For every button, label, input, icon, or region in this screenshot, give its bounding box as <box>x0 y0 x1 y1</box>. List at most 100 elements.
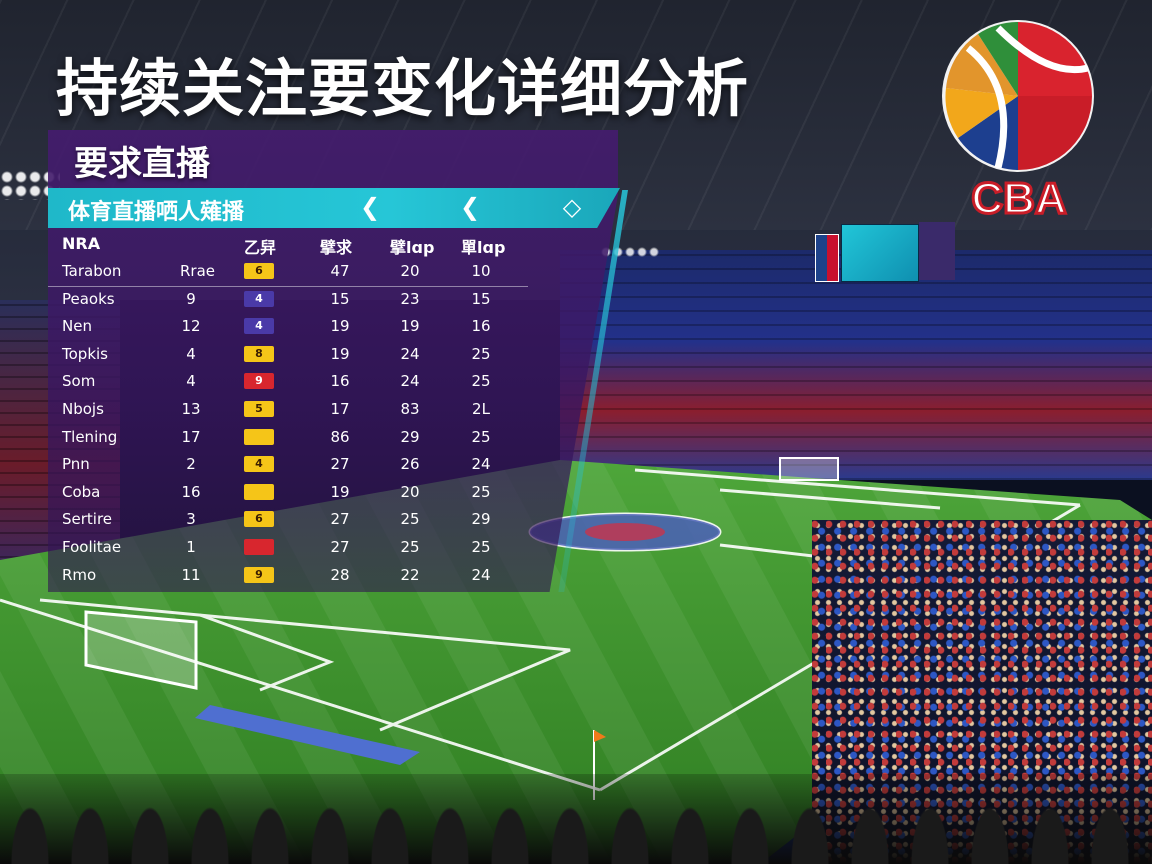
cell-col-5: 25 <box>471 427 491 446</box>
cell-col-1: 9 <box>186 289 196 308</box>
status-badge: 4 <box>244 318 274 335</box>
cell-col-1: Rrae <box>180 262 216 280</box>
diamond-icon[interactable]: ◇ <box>562 193 582 221</box>
cell-col-5: 25 <box>471 344 491 363</box>
table-row[interactable]: Som 4 9 16 24 25 <box>48 368 528 396</box>
page-title: 持续关注要变化详细分析 <box>56 52 750 125</box>
status-badge: 8 <box>244 345 274 362</box>
cell-col-5: 15 <box>471 289 491 308</box>
table-row[interactable]: Peaoks 9 4 15 23 15 <box>48 286 528 314</box>
goal-far <box>779 457 839 481</box>
team-name: Tlening <box>62 427 118 446</box>
cell-col-1: 3 <box>186 510 196 529</box>
cell-col-1: 13 <box>181 400 201 418</box>
cell-col-1: 17 <box>181 427 201 446</box>
cell-col-1: 4 <box>186 344 196 363</box>
cell-col-5: 24 <box>471 565 491 584</box>
cell-col-3: 86 <box>330 427 350 446</box>
panel-heading: 要求直播 <box>74 144 210 184</box>
table-header: NRA 乙舁 擘求 擘lɑp 單lɑp <box>48 230 528 258</box>
table-row[interactable]: Topkis 4 8 19 24 25 <box>48 341 528 369</box>
table-row[interactable]: Nen 12 4 19 19 16 <box>48 313 528 341</box>
cell-col-5: 25 <box>471 372 491 391</box>
team-name: Foolitae <box>62 538 122 556</box>
table-row[interactable]: Rmo 11 9 28 22 24 <box>48 562 528 590</box>
table-row[interactable]: Pnn 2 4 27 26 24 <box>48 451 528 479</box>
table-row[interactable]: Tarabon Rrae 6 47 20 10 <box>48 258 528 287</box>
chevron-left-icon[interactable]: ❮ <box>459 193 481 221</box>
cell-col-4: 20 <box>400 262 420 280</box>
cell-col-3: 27 <box>330 455 350 474</box>
advertising-board <box>195 705 420 765</box>
team-name: Coba <box>62 482 101 501</box>
cell-col-4: 24 <box>400 372 420 391</box>
cell-col-5: 29 <box>471 510 491 529</box>
cell-col-5: 16 <box>471 317 491 336</box>
cell-col-1: 12 <box>181 317 201 336</box>
table-row[interactable]: Foolitae 1 27 25 25 <box>48 534 528 562</box>
status-badge: 6 <box>244 511 274 528</box>
header-col-3: 擘求 <box>320 238 353 257</box>
cell-col-1: 11 <box>181 565 201 584</box>
chevron-left-icon[interactable]: ❮ <box>359 193 381 221</box>
cell-col-3: 47 <box>330 262 350 280</box>
status-badge <box>244 483 274 500</box>
status-badge <box>244 428 274 445</box>
stands-far <box>560 250 1152 480</box>
cell-col-3: 19 <box>330 344 350 363</box>
cell-col-3: 28 <box>330 565 350 584</box>
header-col-5: 單lɑp <box>461 238 506 257</box>
status-badge: 5 <box>244 401 274 417</box>
cell-col-5: 24 <box>471 455 491 474</box>
status-badge <box>244 539 274 555</box>
status-badge: 9 <box>244 373 274 390</box>
cell-col-1: 1 <box>186 538 196 556</box>
scoreboard-side-panel <box>919 222 955 280</box>
table-row[interactable]: Nbojs 13 5 17 83 2L <box>48 396 528 424</box>
cell-col-1: 16 <box>181 482 201 501</box>
standings-panel: 要求直播 体育直播哂人薙播 ❮ ❮ ◇ NRA 乙舁 擘求 擘lɑp 單lɑp … <box>48 130 628 592</box>
cell-col-1: 4 <box>186 372 196 391</box>
cell-col-5: 25 <box>471 538 491 556</box>
header-team: NRA <box>62 234 101 253</box>
cell-col-5: 2L <box>472 400 490 418</box>
header-col-2: 乙舁 <box>244 238 277 257</box>
cell-col-3: 15 <box>330 289 350 308</box>
cell-col-1: 2 <box>186 455 196 474</box>
cell-col-3: 27 <box>330 510 350 529</box>
goal-near <box>84 610 198 690</box>
cell-col-3: 17 <box>330 400 350 418</box>
team-name: Nbojs <box>62 400 104 418</box>
team-name: Tarabon <box>62 262 122 280</box>
status-badge: 4 <box>244 456 274 473</box>
subbar-label: 体育直播哂人薙播 <box>68 200 245 225</box>
scoreboard-screen <box>841 224 919 282</box>
cba-logo: CBA <box>938 18 1100 225</box>
team-name: Topkis <box>62 344 108 363</box>
nba-logo-icon <box>815 234 839 282</box>
status-badge: 6 <box>244 263 274 279</box>
cell-col-4: 23 <box>400 289 420 308</box>
status-badge: 9 <box>244 566 274 583</box>
stadium-scoreboard <box>815 222 955 282</box>
cell-col-3: 19 <box>330 482 350 501</box>
cell-col-4: 22 <box>400 565 420 584</box>
table-row[interactable]: Tlening 17 86 29 25 <box>48 424 528 452</box>
team-name: Nen <box>62 317 92 336</box>
team-name: Peaoks <box>62 289 115 308</box>
team-name: Rmo <box>62 565 97 584</box>
cba-basketball-logo: CBA <box>942 20 1094 225</box>
panel-subbar: 体育直播哂人薙播 ❮ ❮ ◇ <box>48 188 620 228</box>
cell-col-4: 26 <box>400 455 420 474</box>
cell-col-3: 16 <box>330 372 350 391</box>
team-name: Som <box>62 372 96 391</box>
table-row[interactable]: Sertire 3 6 27 25 29 <box>48 506 528 534</box>
cell-col-4: 20 <box>400 482 420 501</box>
crowd-bottom <box>0 774 1152 864</box>
team-name: Pnn <box>62 455 90 474</box>
table-row[interactable]: Coba 16 19 20 25 <box>48 479 528 507</box>
cell-col-4: 25 <box>400 538 420 556</box>
cell-col-4: 83 <box>400 400 420 418</box>
status-badge: 4 <box>244 290 274 307</box>
cell-col-4: 25 <box>400 510 420 529</box>
